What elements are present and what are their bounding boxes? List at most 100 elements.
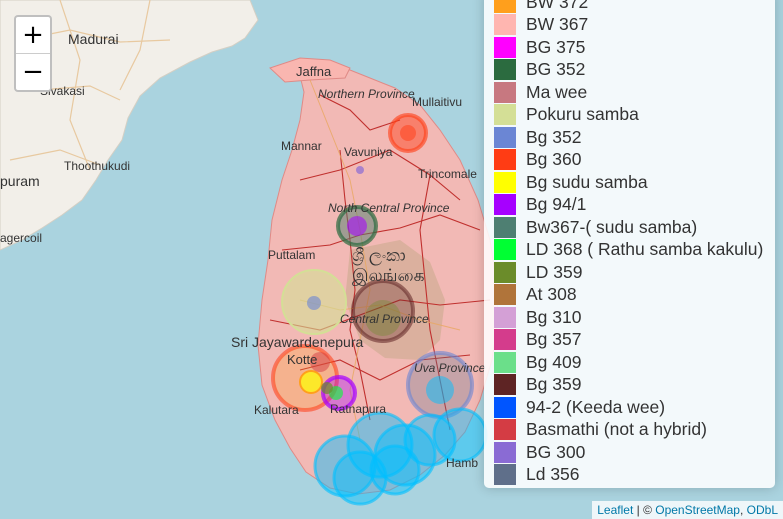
label-jaffna: Jaffna <box>296 64 332 79</box>
label-puram: puram <box>0 173 40 189</box>
label-kalutara: Kalutara <box>254 403 299 417</box>
label-puttalam: Puttalam <box>268 248 315 262</box>
legend-label: BG 352 <box>526 59 586 80</box>
marker-cluster-94-2[interactable] <box>313 407 488 506</box>
label-sri-jayawardenepura: Sri Jayawardenepura <box>231 334 364 350</box>
legend-item: BG 300 <box>494 441 775 464</box>
legend-swatch <box>494 36 516 58</box>
legend-label: Pokuru samba <box>526 104 639 125</box>
legend-label: Basmathi (not a hybrid) <box>526 419 707 440</box>
legend-swatch <box>494 374 516 396</box>
legend-swatch <box>494 329 516 351</box>
marker-bg-sudu-samba[interactable] <box>299 370 323 394</box>
legend-swatch <box>494 351 516 373</box>
legend-swatch <box>494 14 516 36</box>
legend-label: BW 372 <box>526 0 589 12</box>
label-trincomalee: Trincomale <box>418 167 477 181</box>
marker-basmathi[interactable] <box>310 352 330 372</box>
india-landmass <box>0 0 259 251</box>
attribution-separator: | © <box>633 503 656 517</box>
marker-bg-359[interactable] <box>351 279 415 343</box>
legend-item: Bg sudu samba <box>494 171 775 194</box>
legend-item: BG 352 <box>494 59 775 82</box>
legend-item: Ld 356 <box>494 464 775 487</box>
legend-item: Bg 359 <box>494 374 775 397</box>
legend-label: BG 375 <box>526 36 586 57</box>
marker-bg-300[interactable] <box>356 166 364 174</box>
legend-swatch <box>494 81 516 103</box>
legend-label: Bg 357 <box>526 329 582 350</box>
legend-label: 94-2 (Keeda wee) <box>526 396 666 417</box>
variety-markers[interactable] <box>271 113 488 506</box>
marker-94-2-small[interactable] <box>426 376 454 404</box>
label-hambantota: Hamb <box>446 456 478 470</box>
legend-item: Bg 409 <box>494 351 775 374</box>
legend-label: Bg sudu samba <box>526 171 648 192</box>
zoom-control: + − <box>14 15 52 92</box>
label-north-central: North Central Province <box>328 201 450 215</box>
legend-item: Basmathi (not a hybrid) <box>494 419 775 442</box>
legend-swatch <box>494 126 516 148</box>
legend-swatch <box>494 441 516 463</box>
marker-bg-94-1[interactable] <box>347 216 367 236</box>
legend-label: Bg 310 <box>526 306 582 327</box>
legend-swatch <box>494 0 516 13</box>
legend-item: Ma wee <box>494 81 775 104</box>
label-northern-province: Northern Province <box>318 87 415 101</box>
legend-item: BG 375 <box>494 36 775 59</box>
label-vavuniya: Vavuniya <box>344 145 393 159</box>
marker-bg-352[interactable] <box>307 296 321 310</box>
label-mannar: Mannar <box>281 139 322 153</box>
legend-label: Bg 409 <box>526 351 582 372</box>
legend-swatch <box>494 171 516 193</box>
legend-swatch <box>494 59 516 81</box>
label-lanka-sinhala: ශ්‍රී ලංකා <box>352 246 406 266</box>
legend-label: Bg 360 <box>526 149 582 170</box>
leaflet-link[interactable]: Leaflet <box>597 503 634 517</box>
legend-swatch <box>494 239 516 261</box>
marker-ld-359[interactable] <box>365 300 401 336</box>
legend-swatch <box>494 261 516 283</box>
marker-ld-359-west[interactable] <box>321 382 333 394</box>
zoom-out-button[interactable]: − <box>16 53 50 90</box>
odbl-link[interactable]: ODbL <box>746 503 778 517</box>
legend-panel: BW 372 BW 367 BG 375 BG 352 Ma wee Pokuru sam… <box>484 0 775 488</box>
legend-swatch <box>494 194 516 216</box>
legend-label: Bg 352 <box>526 126 582 147</box>
legend-list: BW 372 BW 367 BG 375 BG 352 Ma wee Pokuru sam… <box>494 0 775 486</box>
legend-label: Ld 356 <box>526 464 580 485</box>
legend-label: Ma wee <box>526 81 588 102</box>
legend-swatch <box>494 216 516 238</box>
legend-swatch <box>494 284 516 306</box>
legend-item: 94-2 (Keeda wee) <box>494 396 775 419</box>
openstreetmap-link[interactable]: OpenStreetMap <box>655 503 740 517</box>
label-lanka-tamil: இலங்கை <box>352 266 425 286</box>
legend-label: Bw367-( sudu samba) <box>526 216 698 237</box>
zoom-in-button[interactable]: + <box>22 20 44 50</box>
legend-swatch <box>494 464 516 486</box>
central-highlands <box>345 240 445 360</box>
label-central-province: Central Province <box>340 312 429 326</box>
legend-label: BW 367 <box>526 14 589 35</box>
label-agercoil: agercoil <box>0 231 42 245</box>
legend-label: LD 368 ( Rathu samba kakulu) <box>526 239 764 260</box>
legend-swatch <box>494 306 516 328</box>
legend-label: Bg 94/1 <box>526 194 587 215</box>
legend-swatch <box>494 149 516 171</box>
legend-label: LD 359 <box>526 261 583 282</box>
label-kotte: Kotte <box>287 352 317 367</box>
label-madurai: Madurai <box>68 31 119 47</box>
label-mullaitivu: Mullaitivu <box>412 95 462 109</box>
attribution-comma: , <box>739 503 747 517</box>
attribution: Leaflet | © OpenStreetMap, ODbL <box>592 501 783 519</box>
legend-item: Bg 357 <box>494 329 775 352</box>
legend-item: Bg 360 <box>494 149 775 172</box>
legend-label: Bg 359 <box>526 374 582 395</box>
legend-label: At 308 <box>526 284 577 305</box>
marker-bg-360-core[interactable] <box>400 125 416 141</box>
label-ratnapura: Ratnapura <box>330 402 386 416</box>
legend-item: Bg 94/1 <box>494 194 775 217</box>
label-thoothukudi: Thoothukudi <box>64 159 130 173</box>
legend-swatch <box>494 396 516 418</box>
legend-swatch <box>494 104 516 126</box>
